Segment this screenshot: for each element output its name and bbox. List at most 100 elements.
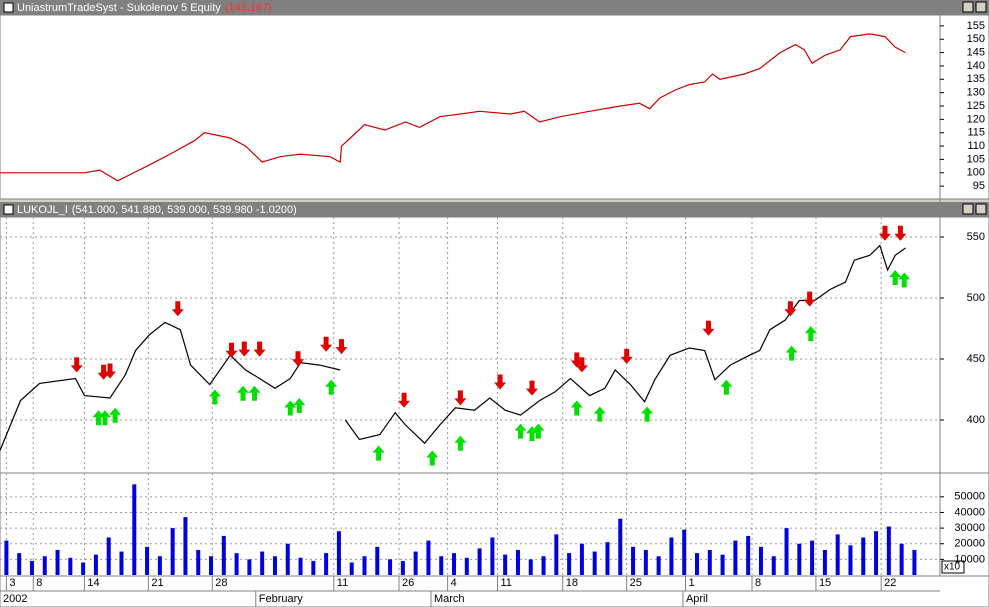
panel-icon[interactable] — [3, 2, 14, 13]
volume-bar — [234, 553, 239, 575]
volume-bar — [592, 551, 597, 575]
buy-arrow — [208, 389, 221, 405]
buy-arrow — [92, 410, 105, 426]
volume-bar — [541, 556, 546, 575]
y-tick-label: 550 — [967, 231, 985, 243]
volume-bar — [132, 484, 137, 575]
buy-arrow — [785, 345, 798, 361]
subtitle: (541.000, 541.880, 539.000, 539.980 -1.0… — [72, 204, 297, 216]
volume-bar — [68, 557, 73, 575]
volume-bar — [554, 534, 559, 575]
y-tick-label: 105 — [967, 153, 985, 165]
sell-arrow — [454, 390, 467, 406]
buy-arrow — [570, 400, 583, 416]
x-tick-label: 26 — [402, 577, 414, 589]
multiplier: x10 — [944, 562, 961, 573]
restore-button[interactable] — [962, 203, 974, 215]
subtitle: (145.167) — [225, 2, 272, 14]
panel-title: LUKOJL_I (541.000, 541.880, 539.000, 539.… — [17, 204, 297, 216]
sell-arrow — [292, 351, 304, 367]
volume-bar — [452, 553, 457, 575]
volume-bar — [643, 549, 648, 575]
sell-arrow — [894, 225, 907, 241]
sell-arrow — [238, 341, 251, 357]
volume-bar — [758, 546, 763, 575]
volume-bar — [311, 560, 316, 575]
x-tick-label: 21 — [151, 577, 163, 589]
panel — [0, 216, 989, 474]
volume-bar — [209, 556, 214, 575]
volume-bar — [707, 549, 712, 575]
volume-bar — [29, 560, 34, 575]
volume-bar — [579, 543, 584, 575]
buy-arrow — [898, 272, 911, 288]
sell-arrow — [879, 225, 891, 241]
volume-bar — [669, 537, 674, 575]
panel-icon[interactable] — [3, 204, 14, 215]
volume-bar — [567, 553, 572, 575]
x-tick-label: 28 — [215, 577, 227, 589]
x-tick-label: 8 — [755, 577, 761, 589]
volume-bar — [93, 554, 98, 575]
volume-bar — [695, 553, 700, 575]
sell-arrow — [104, 363, 116, 379]
y-tick-label: 450 — [967, 353, 985, 365]
sell-arrow — [784, 301, 797, 317]
close-button[interactable] — [975, 203, 987, 215]
volume-bar — [119, 551, 124, 575]
x-tick-label: 1 — [688, 577, 694, 589]
buy-arrow — [641, 406, 654, 422]
sell-arrow — [70, 357, 83, 373]
sell-arrow — [526, 380, 538, 396]
volume-bar — [285, 543, 290, 575]
x-tick-label: 11 — [500, 577, 511, 589]
volume-bar — [618, 518, 623, 575]
title-bar — [0, 202, 989, 217]
volume-bar — [106, 537, 111, 575]
volume-bar — [886, 526, 891, 575]
x-tick-label: 8 — [36, 577, 42, 589]
y-tick-label: 500 — [967, 292, 985, 304]
volume-bar — [464, 557, 469, 575]
price-line — [0, 244, 906, 451]
y-tick-label: 40000 — [954, 506, 985, 518]
volume-bar — [822, 549, 827, 575]
y-tick-label: 50000 — [954, 491, 985, 503]
y-tick-label: 110 — [967, 140, 985, 152]
x-tick-label: 22 — [884, 577, 896, 589]
close-button[interactable] — [975, 1, 987, 13]
sell-arrow — [225, 342, 238, 358]
x-tick-label: 18 — [566, 577, 578, 589]
month-label: 2002 — [3, 593, 27, 605]
buy-arrow — [514, 423, 527, 439]
y-tick-label: 130 — [967, 87, 985, 99]
multiplier-box — [941, 560, 965, 574]
buy-arrow — [109, 407, 122, 423]
buy-arrow — [804, 326, 817, 342]
sell-arrow — [97, 364, 110, 380]
month-label: February — [259, 593, 304, 605]
x-tick-label: 4 — [451, 577, 457, 589]
x-tick-label: 14 — [87, 577, 99, 589]
restore-button[interactable] — [962, 1, 974, 13]
x-tick-label: 25 — [630, 577, 642, 589]
buy-arrow — [98, 410, 111, 426]
volume-bar — [835, 534, 840, 575]
volume-bar — [771, 556, 776, 575]
y-tick-label: 125 — [967, 100, 985, 112]
title: LUKOJL_I — [17, 204, 68, 216]
volume-bar — [247, 559, 252, 575]
volume-bar — [157, 556, 162, 575]
volume-bar — [797, 543, 802, 575]
sell-arrow — [253, 341, 266, 357]
volume-bar — [183, 517, 188, 575]
panel-title: UniastrumTradeSyst - Sukolenov 5 Equity (… — [17, 2, 272, 14]
sell-arrow — [575, 357, 588, 373]
volume-bar — [55, 549, 60, 575]
volume-bar — [503, 554, 508, 575]
volume-bar — [426, 540, 431, 575]
volume-bar — [349, 562, 354, 575]
volume-bar — [375, 546, 380, 575]
x-tick-label: 3 — [9, 577, 15, 589]
